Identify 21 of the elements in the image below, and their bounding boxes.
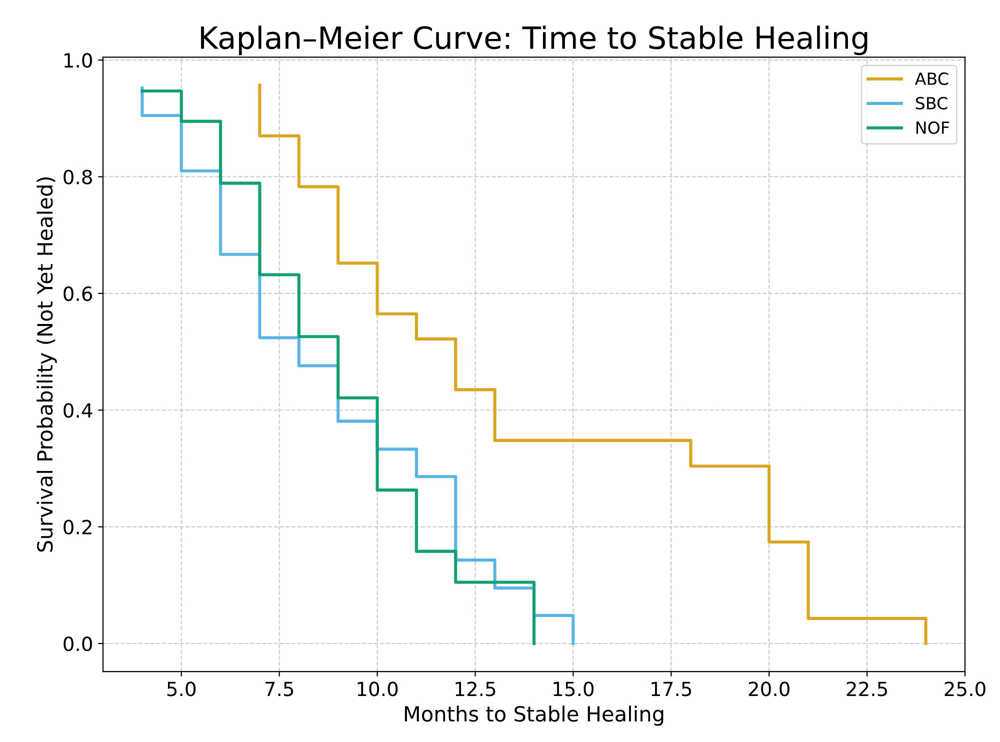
x-tick-label: 17.5	[652, 682, 692, 696]
x-tick-label: 25.0	[944, 682, 986, 696]
legend-label: ABC	[914, 72, 948, 86]
x-tick-label: 22.5	[846, 682, 887, 696]
legend-label: SBC	[916, 96, 948, 110]
x-tick-label: 20.0	[748, 682, 790, 696]
x-tick-label: 12.5	[456, 682, 496, 696]
y-tick-label: 0.6	[64, 286, 92, 302]
x-tick-label: 7.5	[265, 682, 294, 696]
y-tick-label: 1.0	[64, 53, 92, 68]
y-tick-label: 0.8	[64, 170, 92, 184]
y-tick-label: 0.0	[64, 636, 92, 652]
y-tick-label: 0.4	[64, 403, 92, 418]
x-tick-label: 10.0	[358, 682, 398, 696]
y-axis-title: Survival Probability (Not Yet Healed)	[36, 177, 57, 552]
x-axis-title: Months to Stable Healing	[404, 706, 664, 726]
x-tick-label: 5.0	[167, 682, 196, 696]
x-tick-label: 15.0	[554, 682, 594, 696]
chart-title: Kaplan–Meier Curve: Time to Stable Healing	[201, 26, 868, 56]
legend-label: NOF	[916, 121, 950, 134]
y-tick-label: 0.2	[64, 520, 92, 534]
